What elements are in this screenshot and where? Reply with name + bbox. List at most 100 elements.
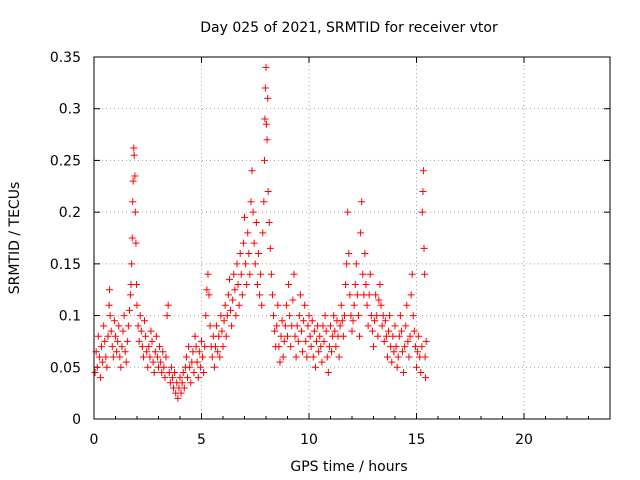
data-point [289, 296, 297, 304]
data-point [279, 353, 287, 361]
data-point [125, 306, 133, 314]
data-point [237, 270, 245, 278]
data-point [359, 270, 367, 278]
data-point [295, 312, 303, 320]
data-point [265, 218, 273, 226]
data-point [225, 275, 233, 283]
data-point [322, 327, 330, 335]
data-point [242, 260, 250, 268]
data-point [206, 322, 214, 330]
data-point [203, 286, 211, 294]
data-point [368, 327, 376, 335]
data-point [199, 353, 207, 361]
data-point [167, 363, 175, 371]
data-point [293, 322, 301, 330]
data-point [353, 291, 361, 299]
data-point [120, 312, 128, 320]
data-point [233, 260, 241, 268]
data-point [377, 301, 385, 309]
data-point [331, 327, 339, 335]
data-point [268, 291, 276, 299]
data-point [192, 343, 200, 351]
data-point [406, 332, 414, 340]
data-point [162, 353, 170, 361]
data-point [156, 343, 164, 351]
data-point [345, 250, 353, 258]
data-point [286, 312, 294, 320]
data-point [411, 343, 419, 351]
data-point [381, 317, 389, 325]
data-point [163, 312, 171, 320]
data-point [392, 343, 400, 351]
data-point [113, 348, 121, 356]
data-point [171, 368, 179, 376]
data-point [110, 317, 118, 325]
data-point [419, 167, 427, 175]
data-point [383, 353, 391, 361]
data-point [157, 358, 165, 366]
data-point [205, 291, 213, 299]
data-point [310, 327, 318, 335]
grid [94, 57, 610, 419]
data-point [129, 198, 137, 206]
data-point [303, 353, 311, 361]
data-point [281, 322, 289, 330]
data-point [234, 281, 242, 289]
data-point [245, 250, 253, 258]
data-point [262, 63, 270, 71]
data-point [393, 363, 401, 371]
data-point [273, 322, 281, 330]
data-point [139, 353, 147, 361]
data-point [264, 94, 272, 102]
data-point [201, 343, 209, 351]
data-point [421, 353, 429, 361]
data-point [99, 358, 107, 366]
data-point [400, 368, 408, 376]
data-point [128, 234, 136, 242]
data-point [405, 353, 413, 361]
data-point [338, 317, 346, 325]
data-point [108, 343, 116, 351]
data-point [414, 348, 422, 356]
data-point [305, 312, 313, 320]
data-point [177, 389, 185, 397]
data-point [186, 363, 194, 371]
data-point [105, 286, 113, 294]
data-point [190, 368, 198, 376]
data-point [332, 343, 340, 351]
data-point [285, 281, 293, 289]
x-tick-label: 15 [408, 432, 426, 448]
data-point [402, 322, 410, 330]
data-point [378, 322, 386, 330]
x-tick-label: 5 [197, 432, 206, 448]
data-point [143, 348, 151, 356]
x-axis-label: GPS time / hours [290, 459, 407, 475]
y-tick-label: 0.1 [59, 309, 81, 325]
data-point [195, 348, 203, 356]
data-point [250, 239, 258, 247]
data-point [118, 343, 126, 351]
data-point [257, 270, 265, 278]
data-point [247, 198, 255, 206]
data-point [189, 348, 197, 356]
data-point [178, 379, 186, 387]
data-point [174, 394, 182, 402]
data-point [389, 332, 397, 340]
data-point [297, 327, 305, 335]
data-point [91, 368, 99, 376]
data-point [223, 312, 231, 320]
data-point [344, 208, 352, 216]
data-point [219, 343, 227, 351]
data-point [328, 348, 336, 356]
data-point [248, 167, 256, 175]
data-point [388, 358, 396, 366]
data-point [337, 301, 345, 309]
data-point [261, 84, 269, 92]
data-point [115, 322, 123, 330]
y-tick-label: 0.05 [50, 360, 81, 376]
data-point [296, 291, 304, 299]
data-point [313, 337, 321, 345]
data-point [335, 353, 343, 361]
data-point [260, 198, 268, 206]
data-point [138, 343, 146, 351]
